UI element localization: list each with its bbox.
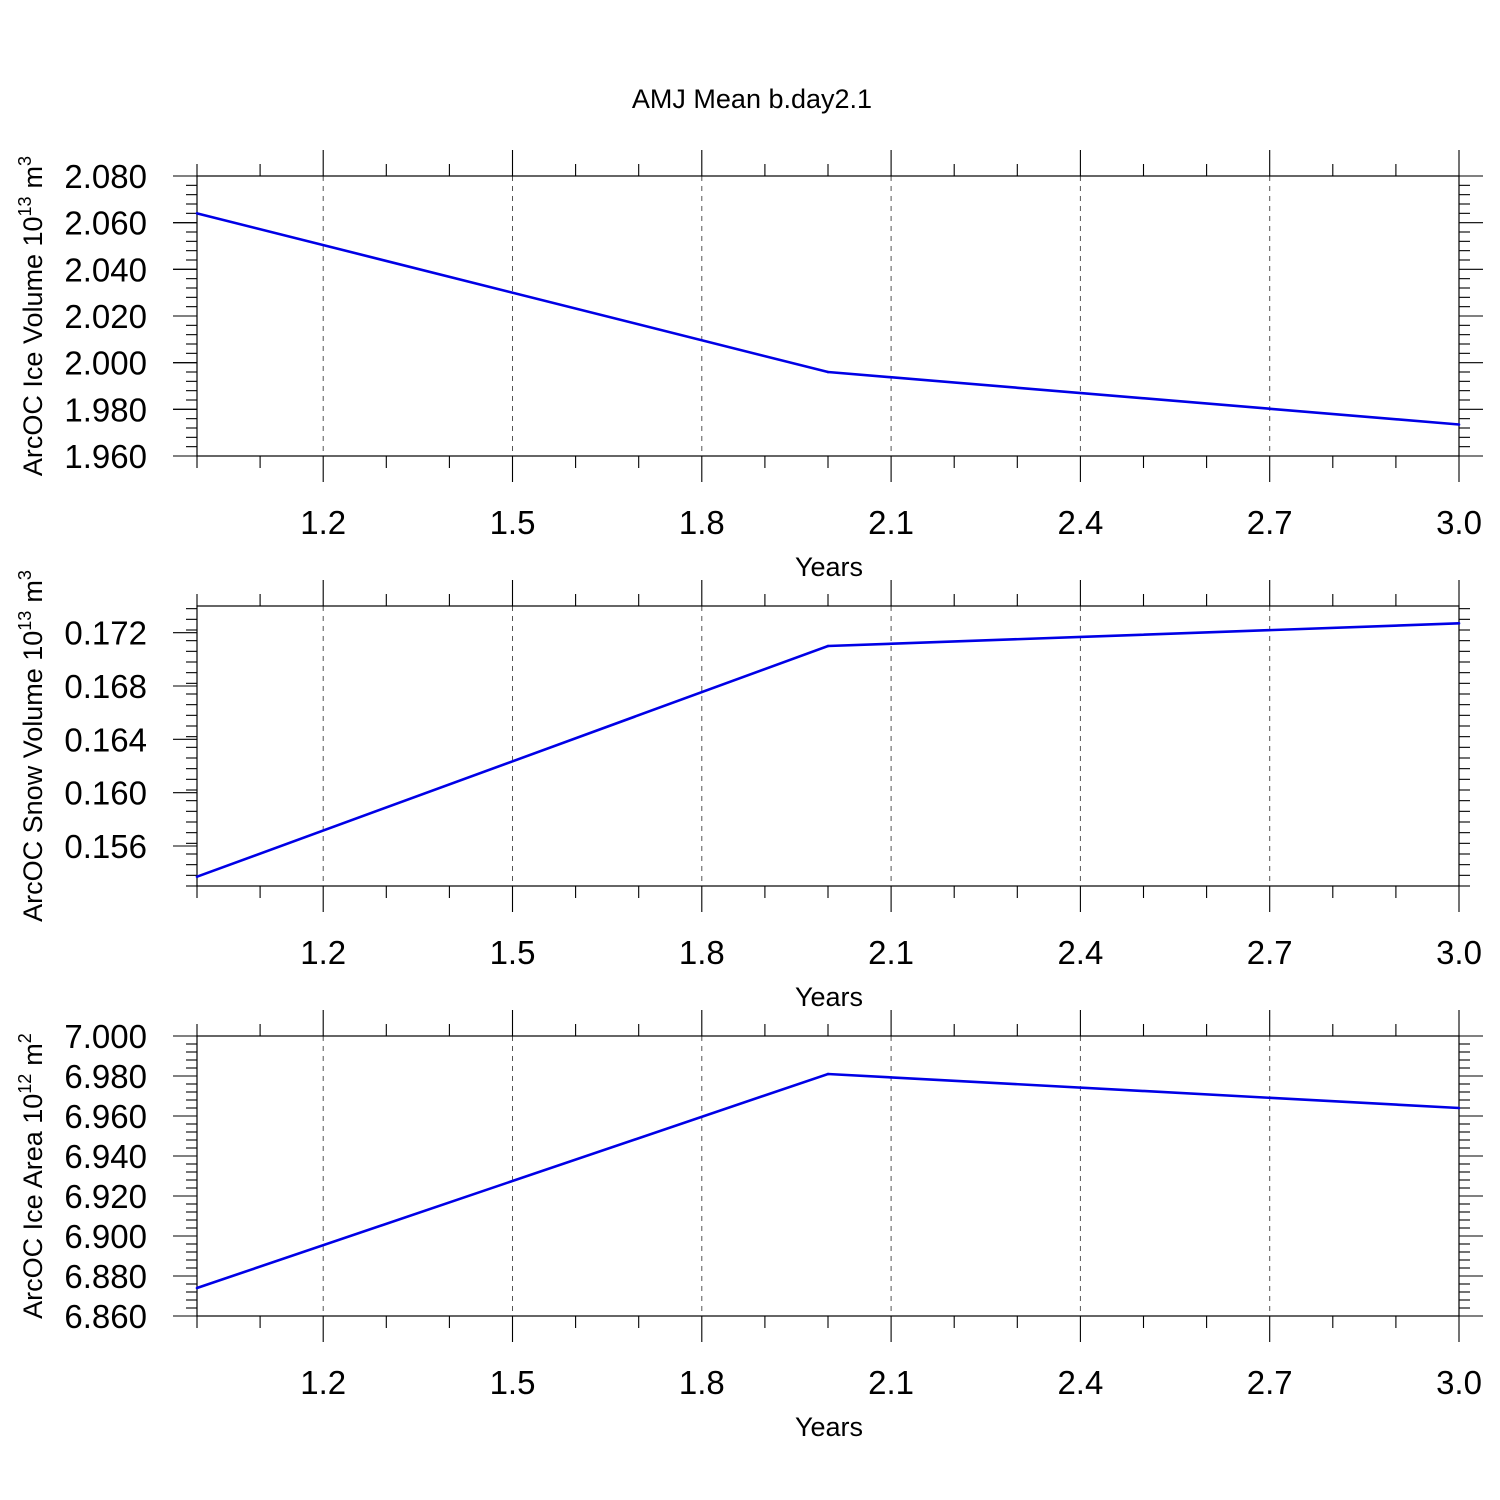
y-axis-label-unit-exponent: 3 bbox=[15, 156, 35, 166]
y-axis-label-unit: m bbox=[18, 166, 48, 189]
x-tick-label: 1.5 bbox=[490, 504, 536, 541]
data-point bbox=[1457, 622, 1461, 625]
chart-panels: 1.2 1.5 1.8 2.1 2.4 2.7 3.0 Years 1.960 1.980 2.00… bbox=[15, 150, 1483, 1442]
x-tick-label: 1.8 bbox=[679, 504, 725, 541]
x-tick-label: 1.5 bbox=[490, 1364, 536, 1401]
data-point bbox=[195, 875, 199, 878]
data-point bbox=[1457, 1106, 1461, 1110]
x-tick-label: 2.4 bbox=[1057, 934, 1103, 971]
y-tick-label: 6.920 bbox=[64, 1178, 147, 1215]
y-axis-label-text: ArcOC Snow Volume 10 bbox=[18, 631, 48, 922]
y-axis-label: ArcOC Snow Volume 1013 m3 bbox=[15, 570, 48, 922]
y-tick-label: 2.000 bbox=[64, 345, 147, 382]
x-tick-label: 2.7 bbox=[1247, 504, 1293, 541]
x-axis-label: Years bbox=[795, 552, 863, 582]
x-tick-label: 2.1 bbox=[868, 1364, 914, 1401]
y-tick-label: 0.164 bbox=[64, 721, 147, 758]
y-tick-label: 0.156 bbox=[64, 828, 147, 865]
y-axis-label-unit: m bbox=[18, 580, 48, 603]
y-tick-label: 6.880 bbox=[64, 1258, 147, 1295]
y-tick-label: 0.172 bbox=[64, 615, 147, 652]
data-point bbox=[826, 644, 830, 648]
x-tick-label: 1.2 bbox=[300, 1364, 346, 1401]
chart-panel-1: 1.2 1.5 1.8 2.1 2.4 2.7 3.0 Years 1.960 1.980 2.00… bbox=[15, 150, 1483, 582]
y-tick-label: 1.980 bbox=[64, 391, 147, 428]
x-tick-label: 2.4 bbox=[1057, 504, 1103, 541]
y-tick-label: 1.960 bbox=[64, 438, 147, 475]
chart-title: AMJ Mean b.day2.1 bbox=[632, 84, 872, 114]
y-tick-label: 2.060 bbox=[64, 205, 147, 242]
x-tick-label: 1.8 bbox=[679, 1364, 725, 1401]
y-axis-label-unit: m bbox=[18, 1043, 48, 1066]
y-axis-label-unit-exponent: 3 bbox=[15, 570, 35, 580]
x-tick-label: 2.7 bbox=[1247, 1364, 1293, 1401]
x-tick-label: 1.2 bbox=[300, 934, 346, 971]
x-tick-label: 3.0 bbox=[1436, 934, 1482, 971]
y-axis-label-unit-exponent: 2 bbox=[15, 1033, 35, 1043]
x-axis-label: Years bbox=[795, 1412, 863, 1442]
y-tick-label: 7.000 bbox=[64, 1018, 147, 1055]
y-tick-label: 6.860 bbox=[64, 1298, 147, 1335]
data-point bbox=[195, 1286, 199, 1290]
data-point bbox=[1457, 423, 1461, 426]
y-axis-label-exponent: 12 bbox=[15, 1074, 35, 1094]
x-tick-label: 1.2 bbox=[300, 504, 346, 541]
y-tick-label: 6.960 bbox=[64, 1098, 147, 1135]
y-axis-label-exponent: 13 bbox=[15, 611, 35, 631]
y-axis-label-text: ArcOC Ice Area 10 bbox=[18, 1094, 48, 1319]
y-tick-label: 2.020 bbox=[64, 298, 147, 335]
y-axis-label-text: ArcOC Ice Volume 10 bbox=[18, 216, 48, 476]
y-tick-label: 2.080 bbox=[64, 158, 147, 195]
x-tick-label: 3.0 bbox=[1436, 504, 1482, 541]
chart-panel-3: 1.2 1.5 1.8 2.1 2.4 2.7 3.0 Years 6.8606.8806.90… bbox=[15, 1010, 1483, 1442]
data-point bbox=[826, 1072, 830, 1076]
data-point bbox=[826, 370, 830, 374]
x-tick-label: 2.4 bbox=[1057, 1364, 1103, 1401]
x-tick-label: 1.8 bbox=[679, 934, 725, 971]
x-tick-label: 3.0 bbox=[1436, 1364, 1482, 1401]
x-tick-label: 2.1 bbox=[868, 504, 914, 541]
y-tick-label: 0.160 bbox=[64, 775, 147, 812]
y-tick-label: 6.980 bbox=[64, 1058, 147, 1095]
y-axis-label-exponent: 13 bbox=[15, 196, 35, 216]
x-tick-label: 1.5 bbox=[490, 934, 536, 971]
chart-panel-2: 1.2 1.5 1.8 2.1 2.4 2.7 3.0 Years 0.156 0.160 0.16… bbox=[15, 570, 1482, 1012]
x-axis-label: Years bbox=[795, 982, 863, 1012]
x-tick-label: 2.7 bbox=[1247, 934, 1293, 971]
y-tick-label: 6.940 bbox=[64, 1138, 147, 1175]
data-point bbox=[195, 212, 199, 215]
y-axis-label: ArcOC Ice Area 1012 m2 bbox=[15, 1033, 48, 1319]
y-tick-label: 0.168 bbox=[64, 668, 147, 705]
y-tick-label: 2.040 bbox=[64, 251, 147, 288]
x-tick-label: 2.1 bbox=[868, 934, 914, 971]
y-tick-label: 6.900 bbox=[64, 1218, 147, 1255]
y-axis-label: ArcOC Ice Volume 1013 m3 bbox=[15, 156, 48, 476]
